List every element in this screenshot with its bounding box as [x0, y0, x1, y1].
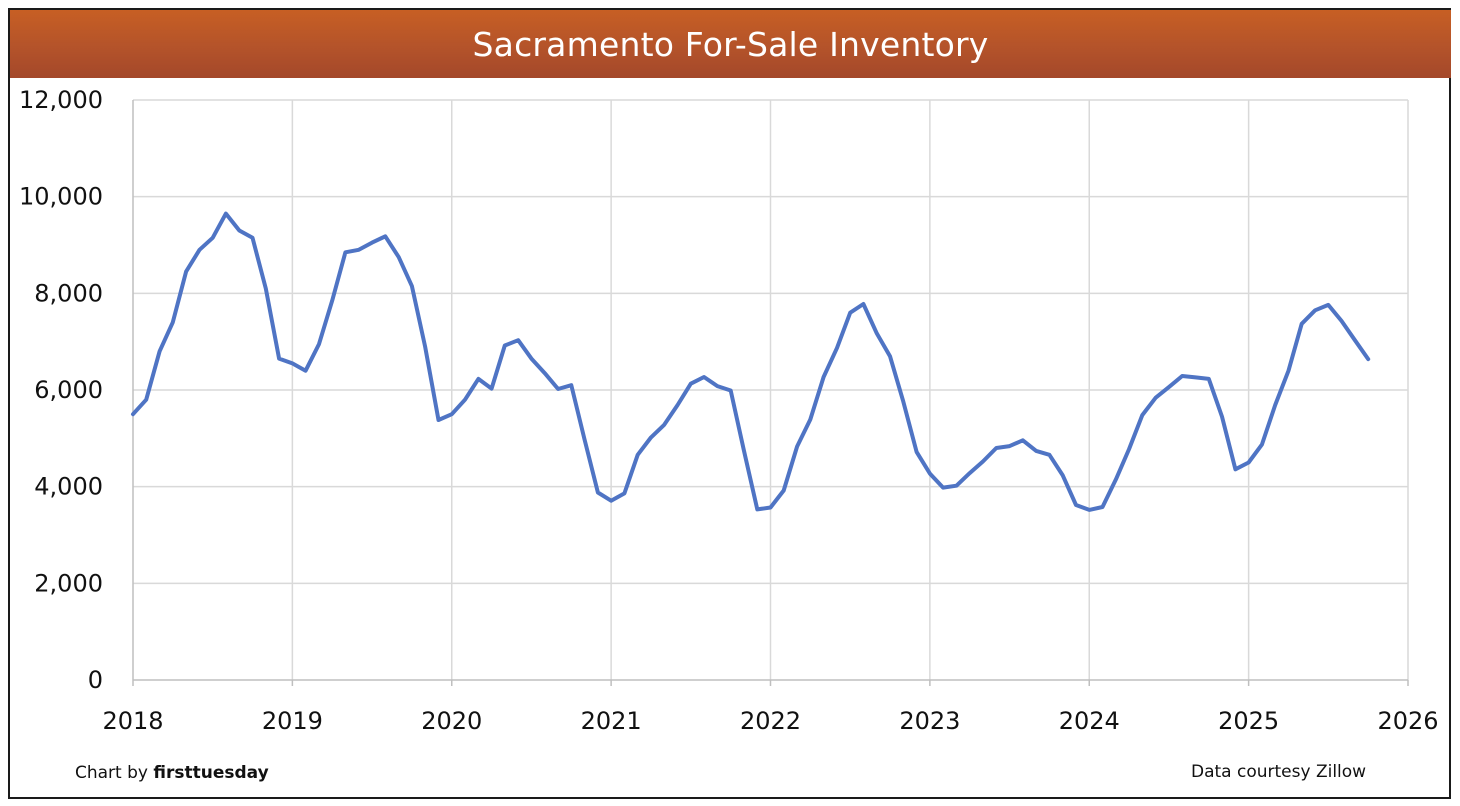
credit-brand: firsttuesday: [153, 763, 269, 783]
y-tick-label: 8,000: [34, 279, 103, 307]
y-tick-label: 12,000: [19, 86, 103, 114]
x-tick-label: 2022: [740, 707, 801, 735]
data-source-note: Data courtesy Zillow: [1191, 762, 1367, 782]
x-tick-label: 2024: [1059, 707, 1120, 735]
tick-labels: 0 2,000 4,000 6,000 8,000 10,000 12,000 2018 201…: [19, 86, 1439, 735]
x-tick-label: 2025: [1218, 707, 1279, 735]
chart-frame: [8, 8, 1451, 799]
y-tick-label: 4,000: [34, 473, 103, 501]
y-tick-label: 10,000: [19, 183, 103, 211]
chart-title: Sacramento For-Sale Inventory: [472, 24, 989, 64]
chart-credit: Chart by firsttuesday: [75, 763, 269, 783]
axes: [132, 100, 1409, 686]
credit-prefix: Chart by: [75, 763, 148, 783]
x-tick-label: 2020: [421, 707, 482, 735]
grid-lines: [133, 99, 1409, 680]
series-layer: [131, 211, 1371, 512]
chart-title-bar: Sacramento For-Sale Inventory: [10, 10, 1451, 78]
x-tick-label: 2019: [262, 707, 323, 735]
y-tick-label: 0: [88, 666, 103, 694]
series-line: [131, 211, 1371, 512]
y-tick-label: 2,000: [34, 569, 103, 597]
x-tick-label: 2018: [102, 707, 163, 735]
y-tick-label: 6,000: [34, 376, 103, 404]
x-tick-label: 2026: [1377, 707, 1438, 735]
x-tick-label: 2021: [581, 707, 642, 735]
x-tick-label: 2023: [899, 707, 960, 735]
